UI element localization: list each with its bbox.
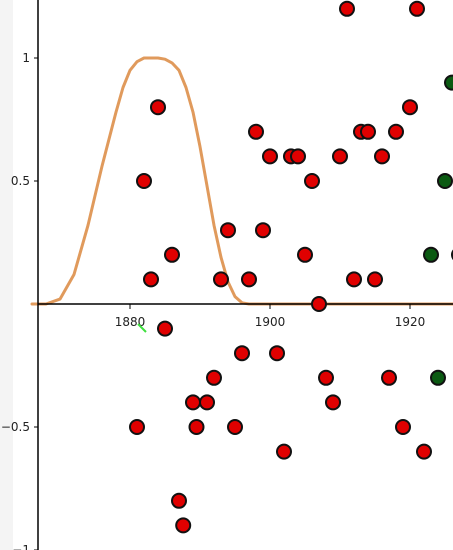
red-point-13: [220, 222, 236, 239]
red-point-0: [136, 173, 152, 189]
red-point-2: [150, 99, 166, 116]
red-point-26: [311, 296, 327, 312]
x-tick-label-1: 1900: [255, 315, 286, 329]
red-point-38: [395, 419, 411, 435]
green-point-2: [437, 173, 453, 189]
points-layer: [129, 0, 453, 534]
green-point-3: [444, 74, 453, 91]
green-point-0: [423, 246, 439, 263]
cursor-mark: [137, 323, 147, 333]
y-tick-label-0: 1: [22, 51, 30, 65]
red-point-29: [332, 148, 348, 165]
red-point-14: [227, 419, 243, 435]
red-point-9: [188, 419, 205, 435]
red-point-17: [248, 123, 264, 140]
red-point-34: [367, 271, 383, 288]
y-tick-label-2: −0.5: [1, 420, 30, 434]
red-point-40: [409, 0, 425, 17]
red-point-10: [199, 394, 215, 411]
red-point-41: [416, 443, 432, 460]
red-point-11: [206, 369, 222, 386]
red-point-4: [164, 246, 180, 263]
red-point-36: [381, 369, 397, 386]
red-point-6: [171, 492, 187, 509]
red-point-3: [157, 320, 173, 337]
curve-layer: [30, 56, 453, 306]
x-tick-label-0: 1880: [115, 315, 146, 329]
red-point-1: [143, 271, 159, 288]
red-point-27: [318, 369, 334, 386]
y-tick-label-1: 0.5: [11, 174, 30, 188]
red-point-21: [276, 443, 292, 460]
red-point-20: [269, 345, 285, 362]
red-point-12: [213, 271, 229, 288]
red-point-31: [346, 271, 362, 288]
y-tick-label-3: −1: [12, 543, 30, 550]
red-point-16: [241, 271, 257, 288]
red-point-30: [339, 0, 355, 17]
x-tick-label-2: 1920: [395, 315, 426, 329]
left-margin-strip: [0, 0, 13, 550]
curve-line-0: [30, 56, 453, 306]
red-point-19: [262, 148, 278, 165]
red-point-5: [129, 419, 145, 435]
red-point-28: [325, 394, 341, 411]
red-point-24: [297, 246, 313, 263]
red-point-23: [290, 148, 306, 165]
red-point-37: [388, 123, 404, 140]
red-point-18: [255, 222, 271, 239]
red-point-15: [234, 345, 250, 362]
green-point-1: [430, 369, 446, 386]
red-point-33: [360, 123, 376, 140]
red-point-35: [374, 148, 390, 165]
red-point-25: [304, 173, 320, 189]
red-point-7: [175, 517, 192, 534]
red-point-8: [185, 394, 201, 411]
red-point-39: [402, 99, 418, 116]
